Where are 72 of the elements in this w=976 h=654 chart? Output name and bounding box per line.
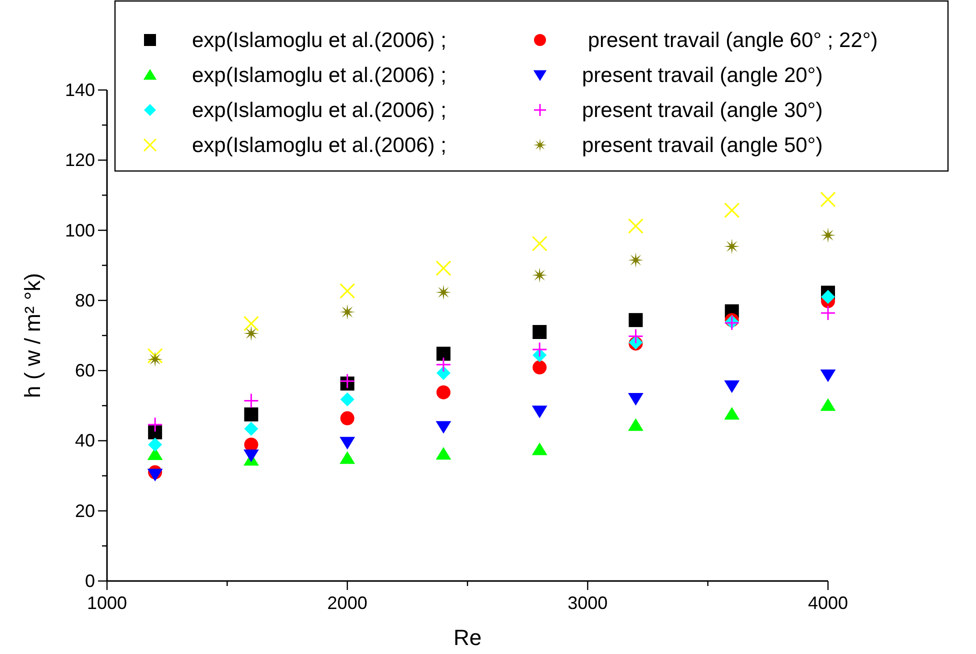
point xyxy=(724,238,740,254)
point xyxy=(148,438,162,452)
point xyxy=(244,422,258,436)
x-tick-label: 3000 xyxy=(568,593,608,613)
point xyxy=(340,411,354,426)
legend-label: exp(Islamoglu et al.(2006) ; xyxy=(192,134,446,157)
y-tick-label: 60 xyxy=(74,360,95,381)
x-tick-label: 4000 xyxy=(808,593,848,613)
point xyxy=(628,328,644,344)
point xyxy=(340,392,354,406)
y-tick-label: 80 xyxy=(74,290,95,310)
point xyxy=(436,284,452,300)
point xyxy=(436,366,450,380)
point xyxy=(628,218,644,234)
point xyxy=(532,324,547,339)
y-tick-label: 120 xyxy=(64,150,95,170)
legend-label: present travail (angle 50°) xyxy=(582,134,823,157)
point xyxy=(820,227,836,243)
legend-label: exp(Islamoglu et al.(2006) ; xyxy=(192,99,446,122)
point xyxy=(821,290,835,304)
point xyxy=(340,451,356,464)
point xyxy=(436,385,450,400)
point xyxy=(532,236,548,252)
point xyxy=(436,356,452,372)
point xyxy=(532,360,547,374)
legend-label: exp(Islamoglu et al.(2006) ; xyxy=(192,64,446,87)
point xyxy=(147,352,163,368)
point xyxy=(243,316,259,332)
point xyxy=(340,283,356,299)
point xyxy=(820,370,836,382)
point xyxy=(820,398,836,411)
y-tick-label: 140 xyxy=(64,80,95,100)
point xyxy=(532,342,548,358)
point xyxy=(340,436,356,450)
point xyxy=(628,393,644,406)
point xyxy=(532,442,548,456)
point xyxy=(628,252,644,268)
y-tick-label: 0 xyxy=(84,571,95,591)
point xyxy=(532,267,548,283)
x-tick-label: 1000 xyxy=(86,593,128,613)
point xyxy=(436,447,452,460)
point xyxy=(724,407,740,420)
point xyxy=(340,373,356,389)
point xyxy=(244,326,259,342)
y-tick-label: 100 xyxy=(64,220,95,240)
point xyxy=(148,425,162,440)
point xyxy=(724,380,740,394)
y-tick-label: 20 xyxy=(74,500,95,521)
point xyxy=(243,392,259,408)
y-axis-title: h ( w / m² °k) xyxy=(20,273,45,398)
point xyxy=(147,348,163,364)
x-axis-title: Re xyxy=(453,625,482,650)
point xyxy=(724,202,740,218)
point xyxy=(244,407,258,422)
point xyxy=(628,313,643,328)
legend-label: exp(Islamoglu et al.(2006) ; xyxy=(192,29,446,52)
point xyxy=(340,304,356,320)
point xyxy=(244,449,259,462)
y-tick-label: 40 xyxy=(74,430,95,451)
point xyxy=(147,468,163,482)
point xyxy=(436,346,450,361)
x-tick-label: 2000 xyxy=(327,593,368,613)
point xyxy=(436,421,452,434)
point xyxy=(628,418,644,431)
point xyxy=(532,406,548,418)
legend-label: present travail (angle 20°) xyxy=(582,64,823,87)
point xyxy=(147,416,163,432)
legend-label: present travail (angle 30°) xyxy=(582,99,823,122)
point xyxy=(436,260,452,276)
point xyxy=(820,192,836,208)
legend-label: present travail (angle 60° ; 22°) xyxy=(582,29,878,52)
point xyxy=(820,305,836,321)
